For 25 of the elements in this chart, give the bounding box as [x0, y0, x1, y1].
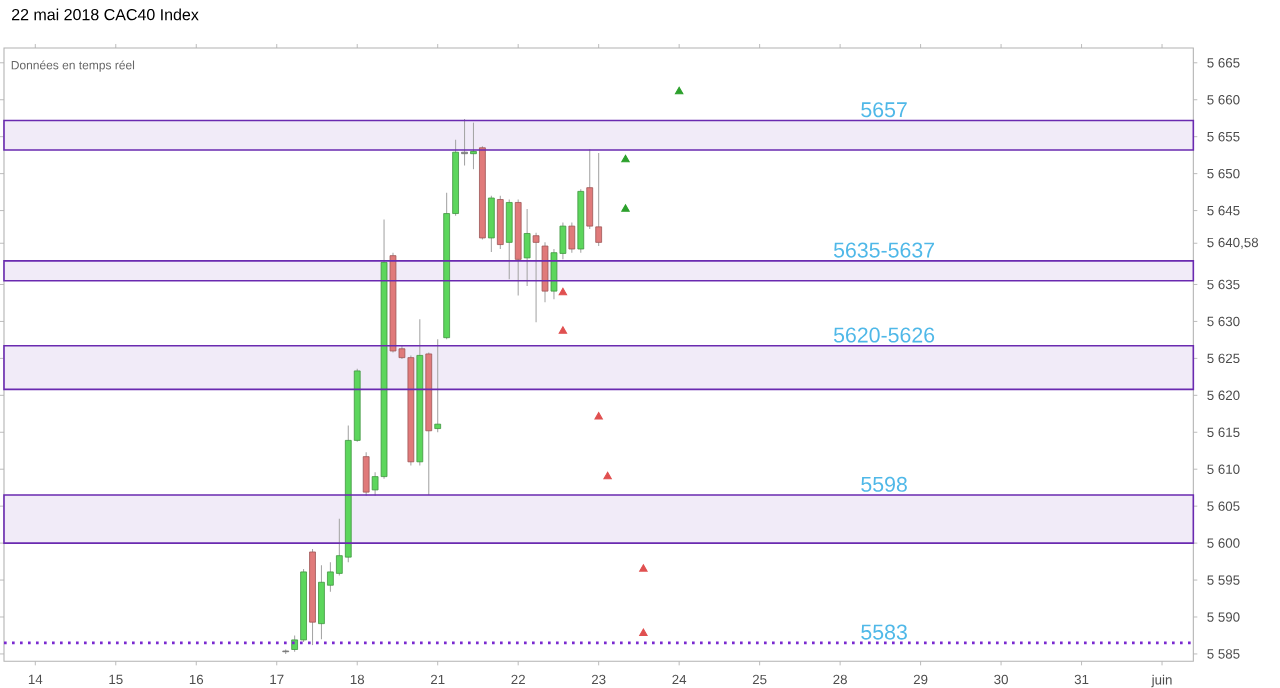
band-label: 5657 [861, 102, 907, 118]
candlestick [461, 118, 468, 167]
point [603, 471, 612, 480]
band-label: 5635-5637 [833, 242, 935, 258]
candlestick [541, 241, 549, 303]
point [594, 411, 603, 420]
point [674, 86, 684, 95]
point [558, 326, 568, 334]
candlestick [523, 208, 531, 287]
point [558, 287, 568, 296]
point [621, 154, 630, 163]
candlestick [532, 232, 540, 323]
annotation: 5583 [861, 624, 907, 640]
point [639, 628, 648, 636]
candlestick [488, 195, 495, 253]
chart-title: 22 mai 2018 CAC40 Index [12, 8, 199, 21]
candlestick [496, 195, 504, 250]
point [639, 564, 648, 572]
band-label: 5598 [861, 476, 907, 492]
candlestick [568, 221, 576, 254]
band-label: 5620-5626 [833, 327, 935, 343]
candlestick [505, 198, 513, 280]
candlestick [362, 451, 370, 497]
candlestick [434, 338, 442, 433]
point [621, 204, 630, 212]
